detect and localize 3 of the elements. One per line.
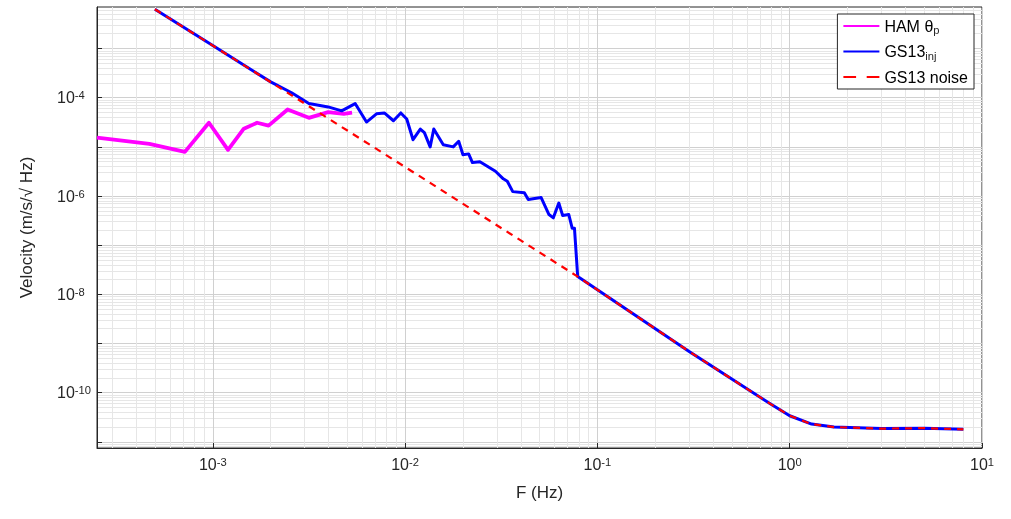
- legend-label: GS13 noise: [884, 68, 969, 86]
- y-axis-title: Velocity (m/s/√ Hz): [17, 156, 36, 299]
- x-axis-title: F (Hz): [515, 483, 564, 502]
